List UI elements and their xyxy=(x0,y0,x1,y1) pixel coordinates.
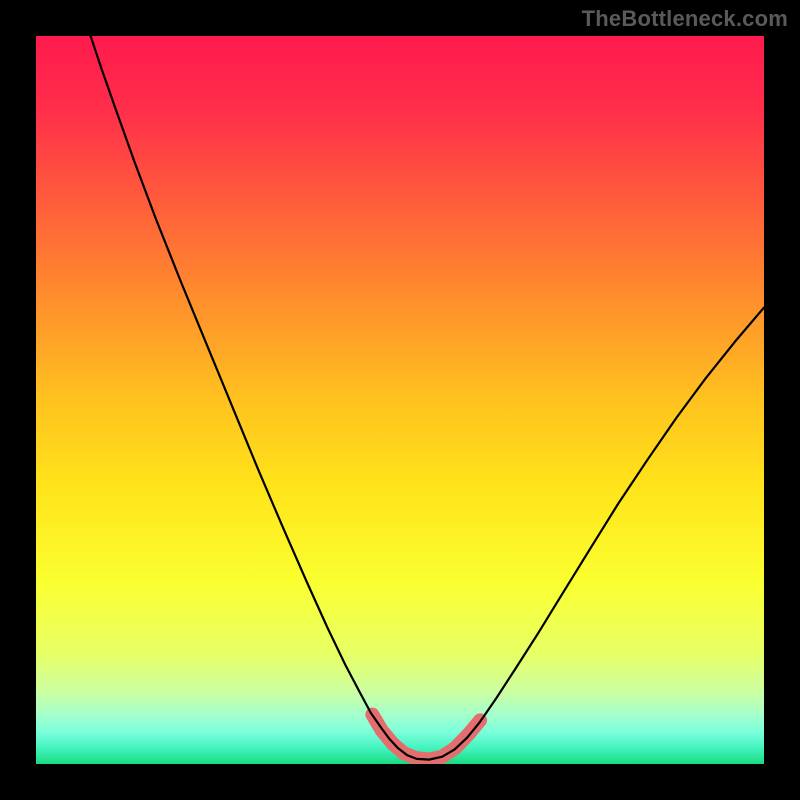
watermark-text: TheBottleneck.com xyxy=(582,6,788,32)
chart-frame: TheBottleneck.com xyxy=(0,0,800,800)
plot-area xyxy=(36,36,764,764)
gradient-background xyxy=(36,36,764,764)
chart-svg xyxy=(36,36,764,764)
